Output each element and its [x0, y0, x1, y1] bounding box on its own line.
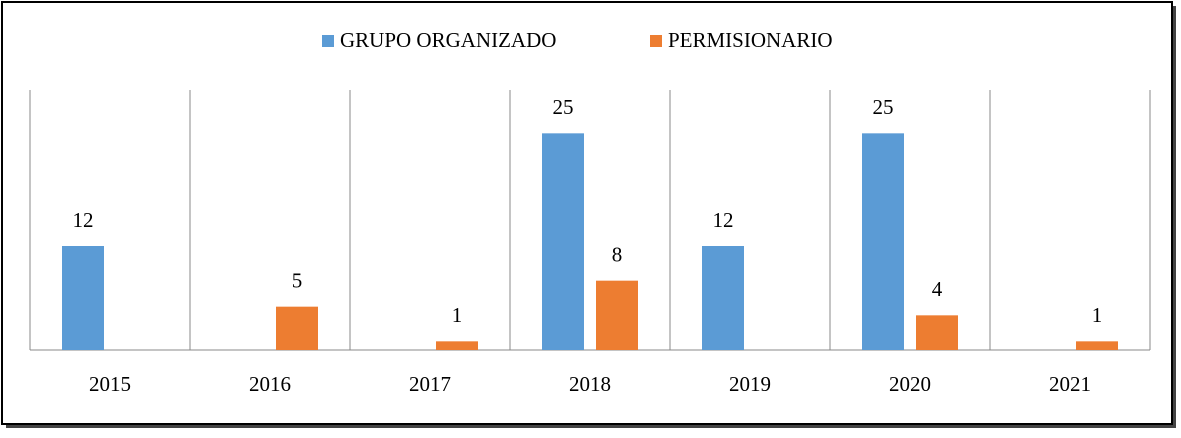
- x-tick-label: 2019: [729, 372, 771, 396]
- data-label: 12: [73, 208, 94, 232]
- data-label: 1: [1092, 303, 1103, 327]
- bar: [542, 133, 584, 350]
- data-label: 25: [553, 95, 574, 119]
- x-tick-label: 2018: [569, 372, 611, 396]
- bar: [596, 280, 638, 350]
- data-label: 12: [713, 208, 734, 232]
- legend-label: PERMISIONARIO: [668, 28, 833, 52]
- data-label: 25: [873, 95, 894, 119]
- data-label: 4: [932, 277, 943, 301]
- x-tick-label: 2021: [1049, 372, 1091, 396]
- legend-swatch: [322, 35, 334, 47]
- x-tick-label: 2016: [249, 372, 291, 396]
- data-label: 5: [292, 268, 303, 292]
- x-tick-label: 2020: [889, 372, 931, 396]
- legend-swatch: [650, 35, 662, 47]
- bar: [62, 246, 104, 350]
- frame: [1, 1, 1173, 425]
- data-label: 1: [452, 303, 463, 327]
- bar: [702, 246, 744, 350]
- data-label: 8: [612, 242, 623, 266]
- x-tick-label: 2017: [409, 372, 451, 396]
- bar: [1076, 341, 1118, 350]
- x-tick-label: 2015: [89, 372, 131, 396]
- bar: [916, 315, 958, 350]
- bar: [436, 341, 478, 350]
- bar: [276, 306, 318, 350]
- legend-label: GRUPO ORGANIZADO: [340, 28, 556, 52]
- bar: [862, 133, 904, 350]
